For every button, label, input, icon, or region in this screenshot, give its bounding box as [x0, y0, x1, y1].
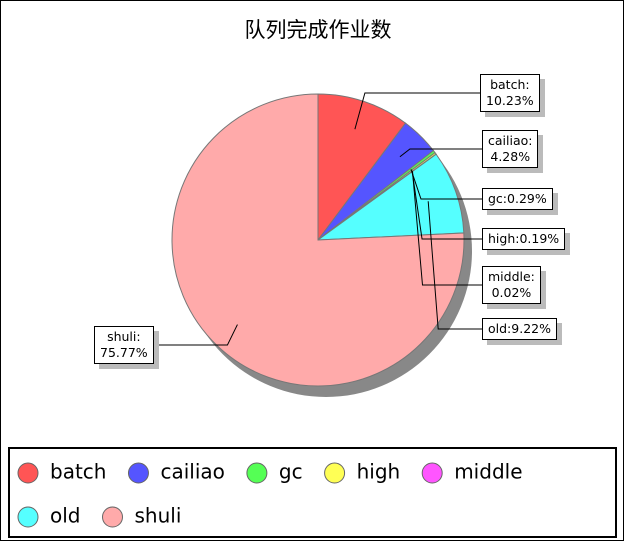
leader-line: [399, 148, 482, 158]
chart-title: 队列完成作业数: [245, 18, 392, 42]
pie-slice: [317, 93, 407, 242]
data-label: cailiao: 4.28%: [482, 130, 539, 168]
legend-label: old: [50, 504, 81, 528]
legend-swatch: [127, 462, 149, 484]
pie-slice: [171, 93, 465, 387]
legend-label: batch: [50, 460, 106, 484]
legend-label: gc: [279, 460, 303, 484]
legend-swatch: [421, 462, 443, 484]
legend-label: cailiao: [160, 460, 224, 484]
leader-line: [154, 324, 238, 346]
leader-line: [410, 169, 482, 200]
legend-label: shuli: [135, 504, 182, 528]
leader-line: [411, 170, 482, 240]
data-label: middle: 0.02%: [482, 266, 541, 304]
leader-line: [427, 201, 482, 330]
data-label: shuli: 75.77%: [94, 326, 154, 364]
data-label: batch: 10.23%: [480, 74, 540, 112]
legend-swatch: [17, 506, 39, 528]
data-label: high:0.19%: [482, 228, 566, 250]
leader-line: [354, 92, 480, 130]
legend-swatch: [102, 506, 123, 528]
leader-line: [411, 171, 482, 286]
data-label: old:9.22%: [482, 318, 557, 340]
legend-swatch: [324, 462, 346, 484]
legend-swatch: [17, 462, 39, 484]
pie-slice: [316, 153, 465, 241]
legend-label: middle: [454, 460, 522, 484]
legend-swatch: [246, 462, 268, 484]
data-label: gc:0.29%: [482, 188, 553, 210]
legend-label: high: [357, 460, 401, 484]
